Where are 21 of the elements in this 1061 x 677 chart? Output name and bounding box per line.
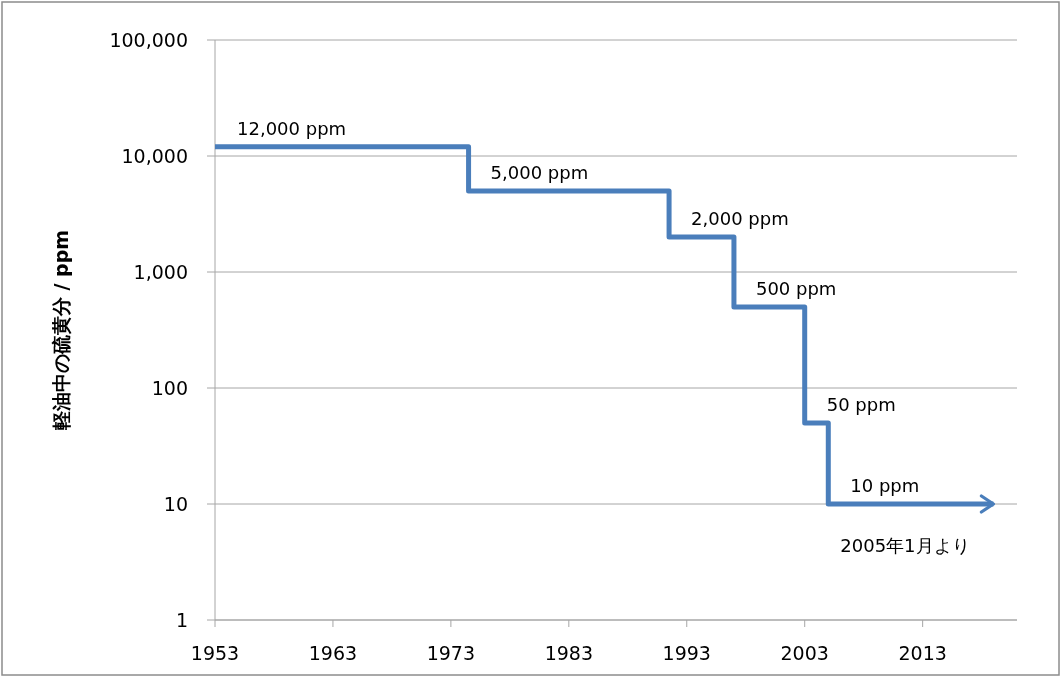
x-tick-label: 1963 <box>308 642 358 664</box>
y-tick-label: 100 <box>151 377 188 399</box>
data-label: 50 ppm <box>826 393 896 415</box>
data-label: 5,000 ppm <box>490 161 589 183</box>
y-tick-label: 100,000 <box>109 29 188 51</box>
y-tick-label: 1 <box>175 609 188 631</box>
annotation: 2005年1月より <box>840 535 970 556</box>
x-tick-label: 2003 <box>780 642 829 664</box>
data-label: 500 ppm <box>755 277 837 299</box>
x-tick-label: 1983 <box>544 642 593 664</box>
y-tick-label: 10 <box>163 493 188 515</box>
data-label: 2,000 ppm <box>691 208 789 230</box>
data-label: 12,000 ppm <box>237 117 347 139</box>
x-tick-label: 1953 <box>190 642 240 664</box>
x-tick-label: 2013 <box>898 642 947 664</box>
y-axis-title: 軽油中の硫黄分 / ppm <box>50 229 72 432</box>
y-tick-label: 1,000 <box>133 261 188 283</box>
data-label: 10 ppm <box>850 475 920 496</box>
x-tick-label: 1973 <box>426 642 476 664</box>
y-tick-label: 10,000 <box>121 145 188 167</box>
x-tick-label: 1993 <box>662 642 711 664</box>
